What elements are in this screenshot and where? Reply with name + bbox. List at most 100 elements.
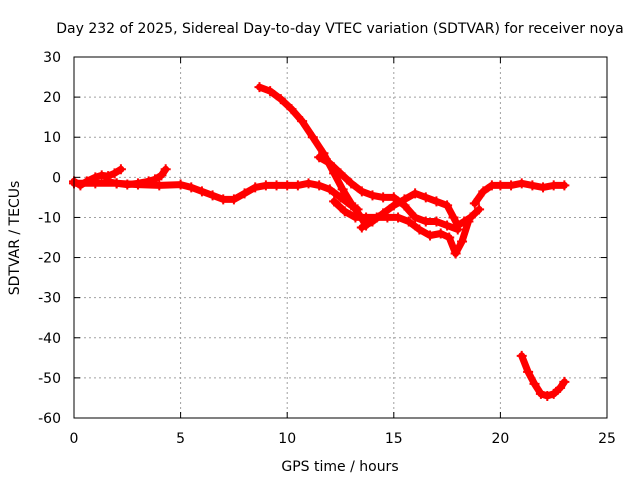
data-point [282, 180, 293, 191]
y-tick-label: -20 [38, 251, 61, 267]
series-satellite-track-7 [329, 196, 474, 259]
series-satellite-track-9 [516, 350, 570, 401]
data-point [111, 178, 122, 189]
data-point [393, 212, 404, 223]
data-point [448, 212, 459, 223]
data-point [186, 182, 197, 193]
data-point [265, 86, 276, 97]
series-satellite-track-3 [69, 178, 363, 215]
chart-title: Day 232 of 2025, Sidereal Day-to-day VTE… [56, 21, 624, 37]
data-point [486, 180, 497, 191]
data-point [292, 180, 303, 191]
series-line [471, 179, 568, 207]
series-satellite-track-8 [469, 178, 570, 209]
x-tick-label: 25 [598, 431, 616, 447]
x-tick-label: 10 [278, 431, 296, 447]
data-layer [69, 82, 570, 401]
data-point [403, 216, 414, 227]
data-point [388, 192, 399, 203]
data-point [156, 170, 167, 181]
data-point [516, 350, 527, 361]
data-point [463, 216, 474, 227]
data-point [382, 212, 393, 223]
data-point [254, 82, 265, 93]
data-point [527, 180, 538, 191]
data-point [239, 188, 250, 199]
x-tick-label: 15 [385, 431, 403, 447]
y-tick-label: 20 [43, 90, 61, 106]
data-point [538, 182, 549, 193]
data-point [228, 194, 239, 205]
data-point [523, 366, 534, 377]
data-point [324, 184, 335, 195]
y-tick-label: 30 [43, 50, 61, 66]
data-point [535, 388, 546, 399]
data-point [506, 180, 517, 191]
data-point [559, 180, 570, 191]
axes: 0 5 10 15 20 25 -60 -50 -40 -30 -20 -10 0 10 20 30 [38, 50, 616, 447]
data-point [218, 194, 229, 205]
data-point [431, 196, 442, 207]
data-point [115, 164, 126, 175]
y-tick-label: -30 [38, 291, 61, 307]
data-point [442, 200, 453, 211]
data-point [329, 196, 340, 207]
x-tick-label: 5 [176, 431, 185, 447]
y-tick-label: 10 [43, 130, 61, 146]
data-point [559, 376, 570, 387]
y-tick-label: -50 [38, 371, 61, 387]
data-point [314, 152, 325, 163]
data-point [260, 180, 271, 191]
data-point [378, 192, 389, 203]
data-point [367, 190, 378, 201]
data-point [410, 212, 421, 223]
data-point [286, 104, 297, 115]
data-point [474, 204, 485, 215]
data-point [90, 178, 101, 189]
data-point [442, 220, 453, 231]
data-point [444, 232, 455, 243]
data-point [154, 180, 165, 191]
data-point [335, 168, 346, 179]
data-point [160, 164, 171, 175]
data-point [297, 116, 308, 127]
plot-frame [73, 56, 608, 419]
data-point [346, 198, 357, 209]
y-tick-label: -60 [38, 411, 61, 427]
data-point [516, 178, 527, 189]
data-point [361, 212, 372, 223]
data-point [420, 192, 431, 203]
data-point [109, 168, 120, 179]
data-point [495, 180, 506, 191]
data-point [356, 222, 367, 233]
data-point [399, 200, 410, 211]
data-point [314, 180, 325, 191]
data-point [410, 188, 421, 199]
data-point [478, 186, 489, 197]
data-point [346, 178, 357, 189]
series-satellite-track-6 [314, 152, 463, 235]
data-point [132, 179, 143, 190]
data-point [542, 390, 553, 401]
data-point [275, 94, 286, 105]
series-line [256, 83, 370, 229]
data-point [529, 378, 540, 389]
data-point [339, 206, 350, 217]
data-point [207, 190, 218, 201]
y-tick-label: -40 [38, 331, 61, 347]
data-point [175, 179, 186, 190]
data-point [548, 180, 559, 191]
y-tick-label: -10 [38, 210, 61, 226]
x-tick-label: 0 [70, 431, 79, 447]
data-point [450, 248, 461, 259]
data-point [457, 236, 468, 247]
data-point [548, 388, 559, 399]
data-point [250, 182, 261, 193]
y-axis-label: SDTVAR / TECUs [7, 181, 23, 296]
data-point [350, 212, 361, 223]
data-point [271, 180, 282, 191]
data-point [469, 198, 480, 209]
x-axis-label: GPS time / hours [281, 459, 398, 475]
